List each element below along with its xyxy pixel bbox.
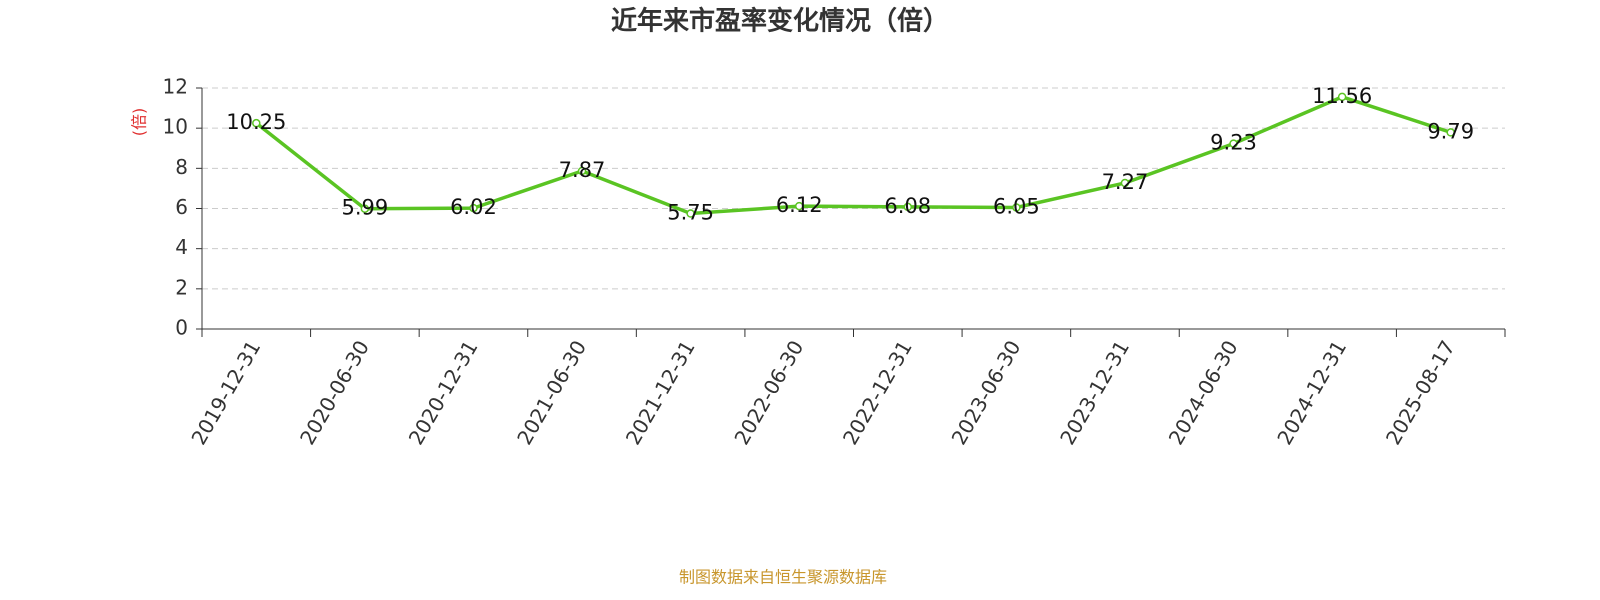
y-tick-label: 10 xyxy=(163,115,188,139)
x-tick-label: 2021-12-31 xyxy=(621,336,700,449)
y-axis-label: (倍) xyxy=(130,108,149,137)
data-point xyxy=(1446,128,1455,137)
y-tick-label: 12 xyxy=(163,75,188,99)
data-point xyxy=(1120,178,1130,188)
data-point xyxy=(360,204,370,213)
data-point xyxy=(686,209,695,218)
data-point xyxy=(794,201,804,211)
data-point xyxy=(1012,203,1021,212)
x-tick-label: 2021-06-30 xyxy=(512,336,591,449)
data-point xyxy=(1337,92,1347,102)
x-tick-label: 2022-12-31 xyxy=(838,336,917,449)
data-point xyxy=(1229,139,1238,148)
data-label: 11.56 xyxy=(1312,84,1372,108)
x-tick-label: 2024-06-30 xyxy=(1164,336,1243,449)
data-label: 7.87 xyxy=(559,158,606,182)
data-label: 9.79 xyxy=(1427,119,1474,143)
data-label: 9.23 xyxy=(1210,131,1257,155)
data-point xyxy=(252,118,261,128)
x-tick-label: 2023-06-30 xyxy=(947,336,1026,449)
x-tick-label: 2023-12-31 xyxy=(1055,336,1134,449)
data-label: 5.75 xyxy=(667,201,714,225)
y-tick-label: 4 xyxy=(175,235,188,259)
x-tick-label: 2019-12-31 xyxy=(186,336,265,449)
x-tick-label: 2020-12-31 xyxy=(404,336,483,449)
x-tick-label: 2025-08-17 xyxy=(1381,336,1460,449)
y-tick-label: 6 xyxy=(175,195,188,219)
data-label: 6.12 xyxy=(776,193,823,217)
data-label: 5.99 xyxy=(341,196,388,220)
chart-title: 近年来市盈率变化情况（倍） xyxy=(611,6,949,37)
y-tick-label: 8 xyxy=(175,155,188,179)
x-tick-label: 2020-06-30 xyxy=(295,336,374,449)
y-tick-label: 0 xyxy=(175,316,188,340)
y-tick-label: 2 xyxy=(175,275,188,299)
line-series xyxy=(255,94,1452,216)
source-note: 制图数据来自恒生聚源数据库 xyxy=(679,568,887,587)
data-label: 6.05 xyxy=(993,194,1040,218)
data-point xyxy=(903,202,913,212)
x-tick-label: 2022-06-30 xyxy=(729,336,808,449)
x-tick-label: 2024-12-31 xyxy=(1272,336,1351,449)
data-label: 10.25 xyxy=(226,110,286,134)
data-point xyxy=(469,203,478,213)
data-label: 7.27 xyxy=(1102,170,1149,194)
data-label: 6.02 xyxy=(450,195,497,219)
data-point xyxy=(577,166,587,176)
data-label: 6.08 xyxy=(884,194,931,218)
